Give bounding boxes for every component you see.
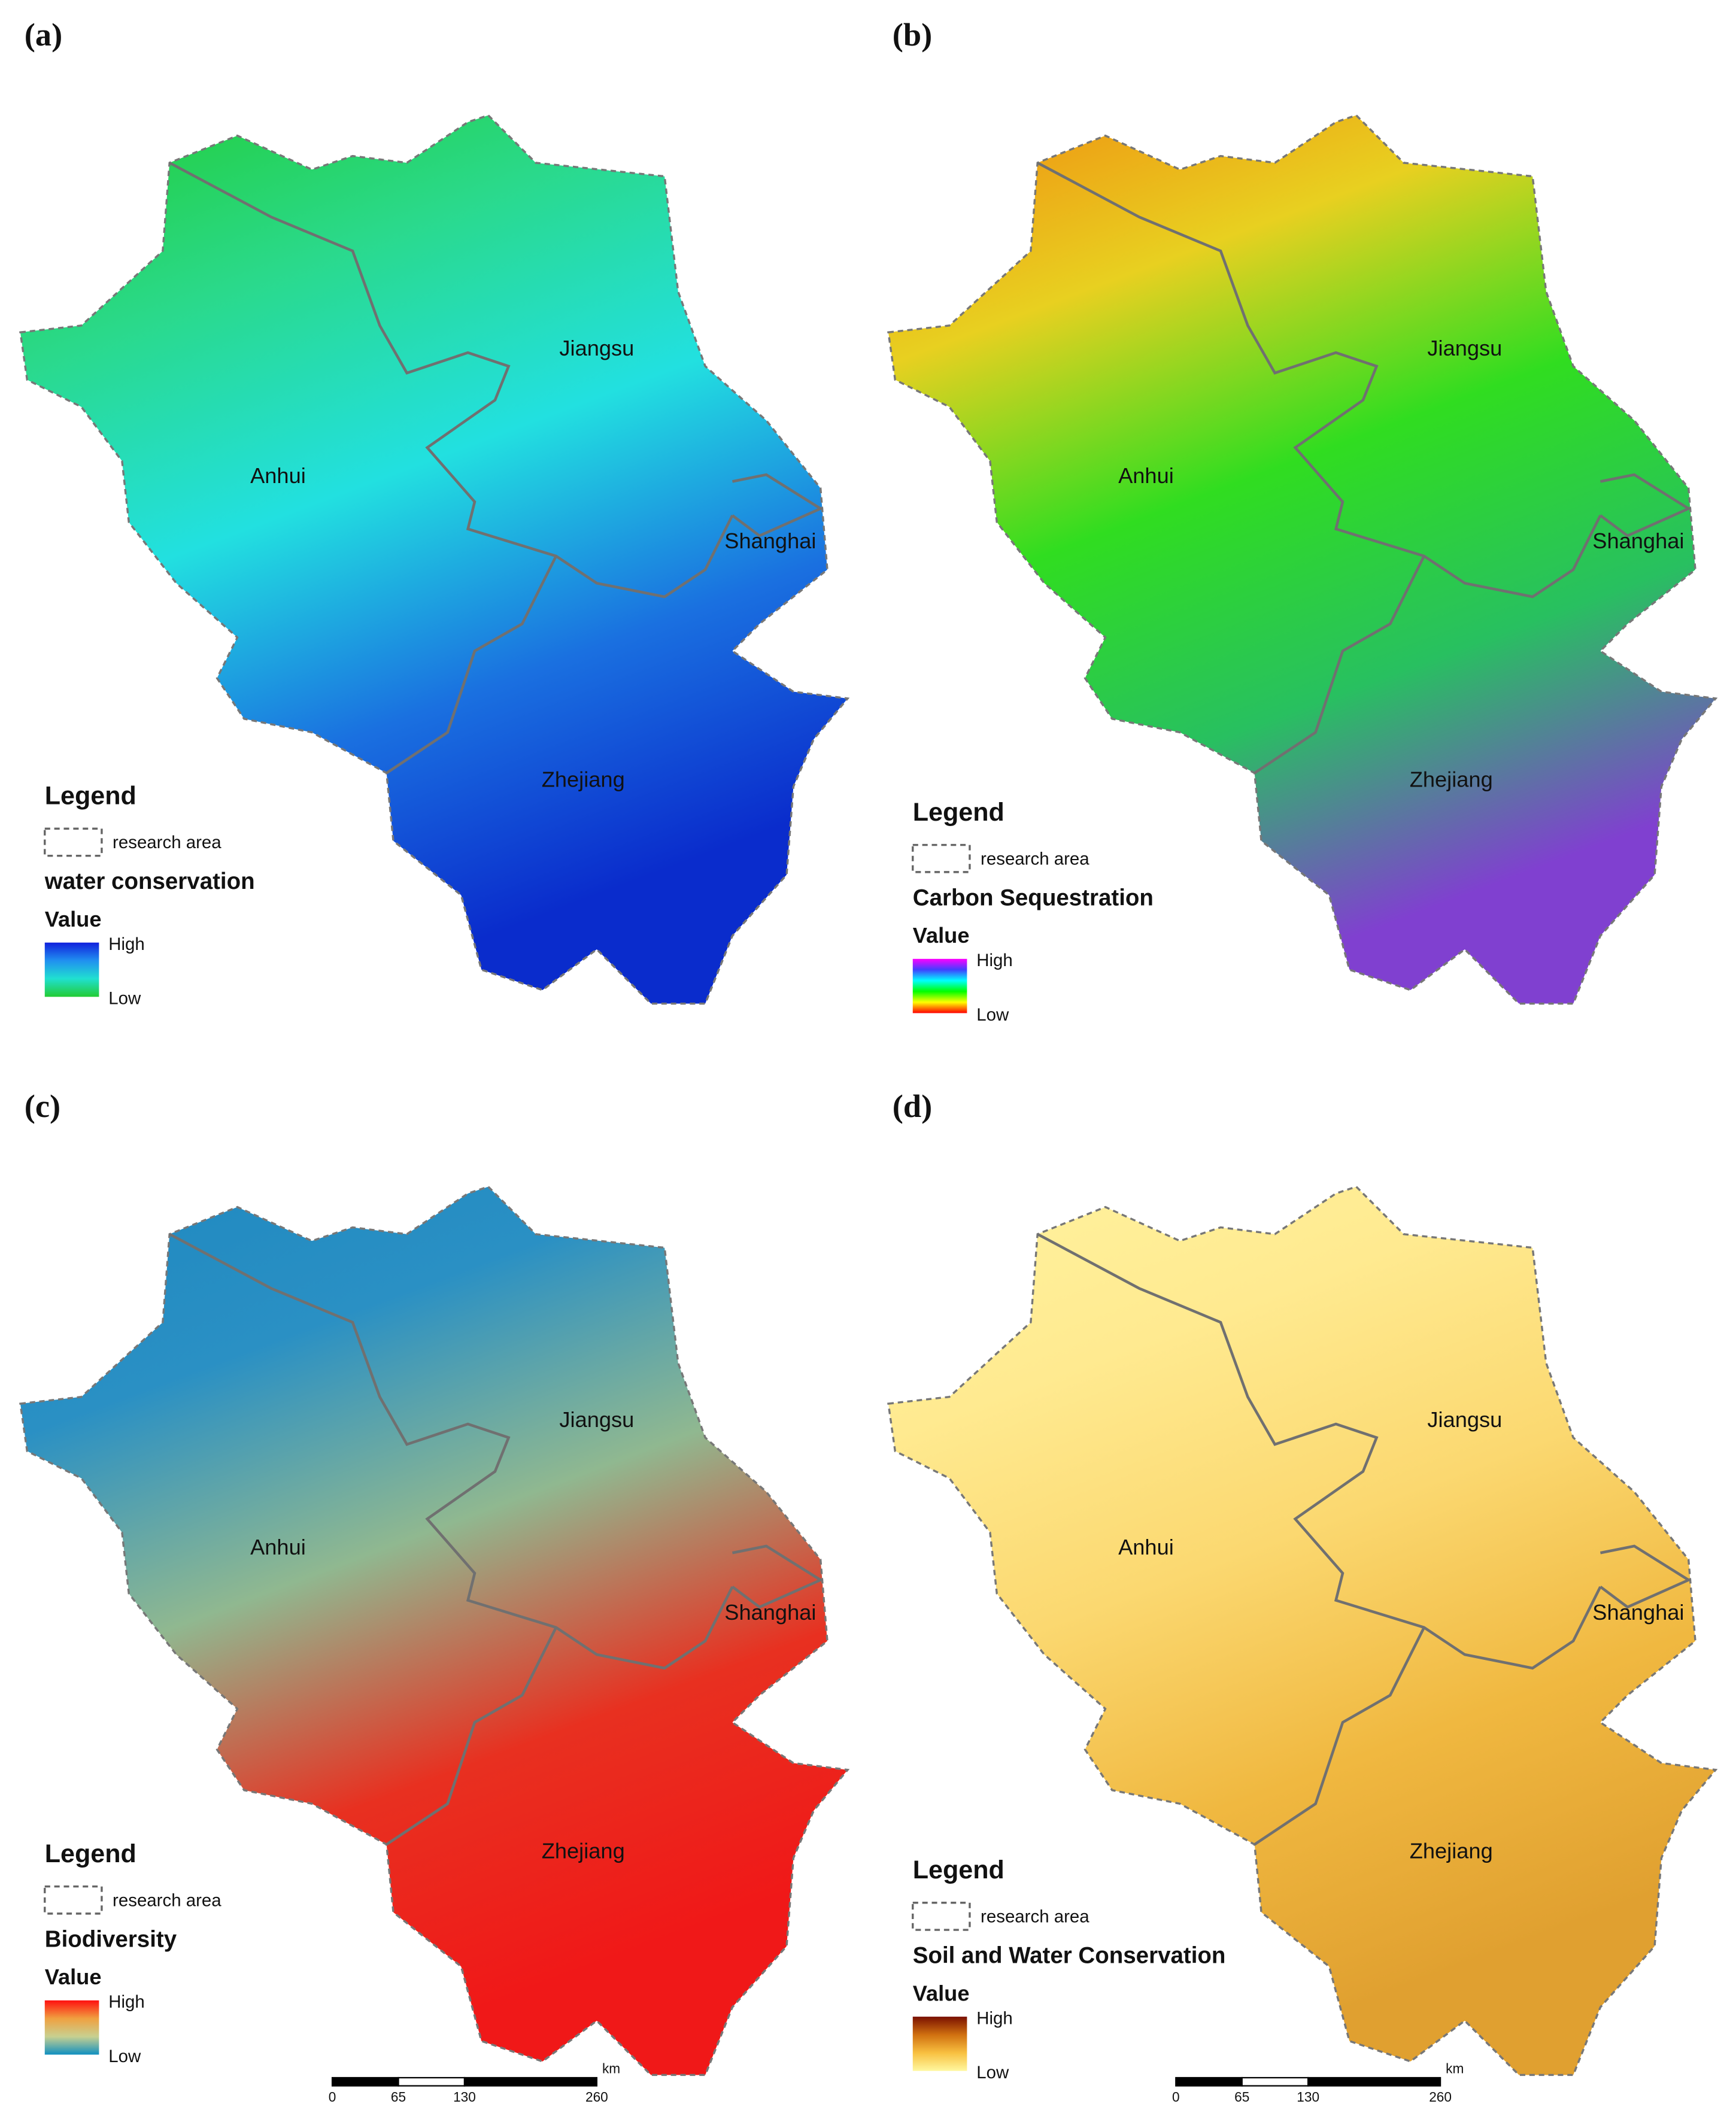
panel: (a) Anhui Jiangsu Shanghai Zhejiang Legend res… xyxy=(19,17,850,1009)
legend-boundary-label: research area xyxy=(113,833,221,852)
legend-boundary-label: research area xyxy=(981,849,1089,869)
panel-label: (c) xyxy=(25,1088,60,1124)
region-label: Shanghai xyxy=(1592,529,1684,553)
legend-value: Value xyxy=(45,1965,102,1989)
region-label: Jiangsu xyxy=(1427,336,1502,360)
panel: (c) Anhui Jiangsu Shanghai Zhejiang Legend res… xyxy=(19,1088,850,2076)
legend-title: water conservation xyxy=(44,869,255,894)
region-label: Anhui xyxy=(1118,463,1174,488)
map-area xyxy=(887,1185,1718,2076)
map-area xyxy=(19,114,850,1005)
legend-value: Value xyxy=(913,1981,970,2005)
legend-heading: Legend xyxy=(913,798,1004,827)
scale-tick-label: 0 xyxy=(329,2089,336,2105)
scale-tick-label: 65 xyxy=(391,2089,406,2105)
region-label: Anhui xyxy=(1118,1535,1174,1559)
legend-value: Value xyxy=(913,923,970,948)
province-border xyxy=(732,1544,824,1609)
scale-segment xyxy=(331,2076,399,2087)
scale-bar: 0 65 130 260 km xyxy=(329,2060,620,2105)
ramp-high: High xyxy=(108,1992,145,2012)
ramp-low: Low xyxy=(976,1005,1009,1025)
province-border xyxy=(1600,473,1692,538)
scale-tick-label: 260 xyxy=(585,2089,608,2105)
region-label: Shanghai xyxy=(724,1600,816,1625)
region-label: Zhejiang xyxy=(1410,767,1493,792)
legend-heading: Legend xyxy=(45,1839,136,1868)
panel-label: (b) xyxy=(893,17,932,53)
region-label: Jiangsu xyxy=(559,336,634,360)
region-label: Zhejiang xyxy=(1410,1839,1493,1863)
region-label: Jiangsu xyxy=(559,1407,634,1432)
region-label: Zhejiang xyxy=(542,1839,625,1863)
region-label: Shanghai xyxy=(724,529,816,553)
scale-tick-label: 130 xyxy=(1297,2089,1319,2105)
color-ramp xyxy=(912,958,967,1013)
ramp-low: Low xyxy=(108,2047,141,2066)
panel: (b) Anhui Jiangsu Shanghai Zhejiang Legend res… xyxy=(887,17,1718,1025)
region-label: Anhui xyxy=(250,1535,306,1559)
province-border xyxy=(1600,1544,1692,1609)
legend-title: Soil and Water Conservation xyxy=(913,1943,1226,1969)
province-border xyxy=(1037,1232,1602,1670)
scale-tick-label: 130 xyxy=(453,2089,476,2105)
legend-value: Value xyxy=(45,907,102,931)
panel-label: (d) xyxy=(893,1088,932,1124)
ramp-high: High xyxy=(976,2008,1013,2028)
legend-heading: Legend xyxy=(45,782,136,810)
map-area xyxy=(887,114,1718,1005)
region-label: Jiangsu xyxy=(1427,1407,1502,1432)
panel-label: (a) xyxy=(25,17,62,53)
legend-boundary-swatch xyxy=(44,1885,103,1915)
scale-tick-label: 260 xyxy=(1429,2089,1452,2105)
province-border xyxy=(1037,161,1602,599)
scale-segment xyxy=(463,2076,598,2087)
map-area xyxy=(19,1185,850,2076)
region-label: Anhui xyxy=(250,463,306,488)
panel: (d) Anhui Jiangsu Shanghai Zhejiang Legend res… xyxy=(887,1088,1718,2082)
legend-boundary-label: research area xyxy=(981,1906,1089,1926)
province-border xyxy=(386,555,557,775)
ramp-low: Low xyxy=(976,2063,1009,2082)
legend-boundary-swatch xyxy=(912,843,971,873)
ramp-high: High xyxy=(976,951,1013,970)
region-label: Shanghai xyxy=(1592,1600,1684,1625)
legend-title: Biodiversity xyxy=(45,1926,177,1952)
scale-segment xyxy=(1241,2076,1309,2087)
ramp-high: High xyxy=(108,934,145,954)
scale-bar: 0 65 130 260 km xyxy=(1172,2060,1464,2105)
legend-heading: Legend xyxy=(913,1856,1004,1884)
scale-tick-label: 65 xyxy=(1234,2089,1249,2105)
province-border xyxy=(169,1232,734,1670)
ramp-low: Low xyxy=(108,989,141,1009)
scale-unit: km xyxy=(1446,2060,1464,2076)
color-ramp xyxy=(44,942,99,997)
province-border xyxy=(732,473,824,538)
region-label: Zhejiang xyxy=(542,767,625,792)
scale-tick-label: 0 xyxy=(1172,2089,1180,2105)
legend-boundary-swatch xyxy=(912,1902,971,1931)
legend-title: Carbon Sequestration xyxy=(913,885,1154,910)
province-border xyxy=(386,1626,557,1846)
color-ramp xyxy=(912,2017,967,2071)
province-border xyxy=(169,161,734,599)
legend-boundary-label: research area xyxy=(113,1890,221,1910)
scale-unit: km xyxy=(602,2060,620,2076)
color-ramp xyxy=(44,2000,99,2055)
province-border xyxy=(1254,555,1425,775)
scale-segment xyxy=(397,2076,466,2087)
province-border xyxy=(1254,1626,1425,1846)
scale-segment xyxy=(1307,2076,1441,2087)
scale-segment xyxy=(1175,2076,1243,2087)
legend-boundary-swatch xyxy=(44,827,103,857)
